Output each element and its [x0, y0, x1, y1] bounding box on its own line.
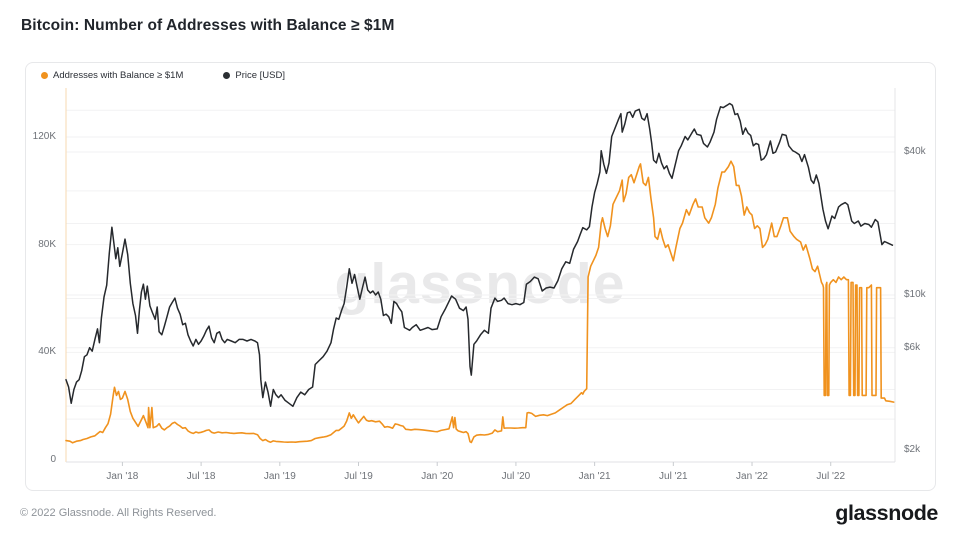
glassnode-logo[interactable]: glassnode — [835, 501, 938, 525]
x-axis-label-7: Jul '21 — [659, 471, 688, 482]
legend-label-price: Price [USD] — [235, 70, 285, 81]
x-axis-label-2: Jan '19 — [263, 471, 296, 482]
right-axis-label-3: $40k — [904, 146, 926, 157]
x-axis-label-1: Jul '18 — [186, 471, 216, 482]
legend-item-price[interactable]: Price [USD] — [223, 70, 285, 81]
x-axis-label-5: Jul '20 — [501, 471, 531, 482]
x-axis-label-8: Jan '22 — [736, 471, 768, 482]
addresses-series-line — [65, 160, 895, 444]
glassnode-watermark: glassnode — [334, 252, 626, 316]
right-axis-label-0: $2k — [904, 444, 921, 455]
legend-label-addresses: Addresses with Balance ≥ $1M — [53, 70, 184, 81]
left-axis-label-0: 0 — [50, 454, 56, 465]
x-axis-label-4: Jan '20 — [421, 471, 454, 482]
right-axis-label-2: $10k — [904, 289, 926, 300]
addresses-series-dot-icon — [41, 72, 48, 79]
x-axis-label-0: Jan '18 — [106, 471, 139, 482]
page-title: Bitcoin: Number of Addresses with Balanc… — [21, 17, 395, 34]
x-axis-label-3: Jul '19 — [344, 471, 373, 482]
price-series-line — [65, 102, 894, 408]
copyright-text: © 2022 Glassnode. All Rights Reserved. — [20, 507, 217, 519]
left-axis-label-3: 120K — [32, 131, 56, 142]
left-axis-label-2: 80K — [38, 238, 56, 250]
legend-item-addresses[interactable]: Addresses with Balance ≥ $1M — [41, 70, 183, 81]
x-axis-label-6: Jan '21 — [578, 471, 611, 482]
right-axis-label-1: $6k — [904, 341, 921, 353]
left-axis-label-1: 40K — [38, 346, 56, 358]
chart-legend: Addresses with Balance ≥ $1M Price [USD] — [41, 70, 285, 81]
x-axis-label-9: Jul '22 — [816, 471, 846, 482]
price-series-dot-icon — [223, 72, 231, 79]
